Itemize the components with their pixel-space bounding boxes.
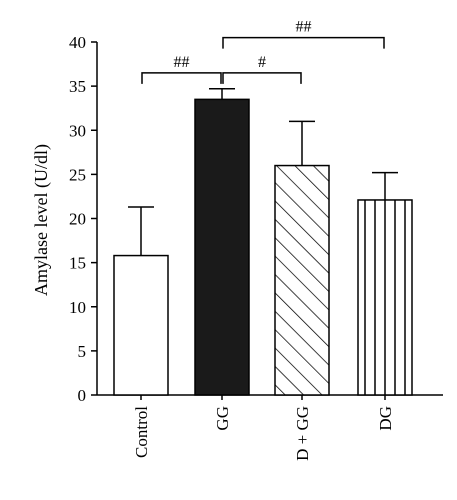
y-axis-ticks: 0 5 10 15 20 25 30 35 40 xyxy=(69,33,97,405)
x-axis-labels: Control GG D + GG DG xyxy=(132,395,395,461)
significance-label-2: ## xyxy=(296,19,312,36)
x-tick-label: GG xyxy=(213,406,232,431)
bar-3 xyxy=(357,199,413,396)
y-tick-label: 25 xyxy=(69,165,86,184)
significance-bracket-0 xyxy=(141,72,222,84)
x-tick-label: D + GG xyxy=(293,406,312,461)
y-axis-title: Amylase level (U/dl) xyxy=(31,144,52,296)
significance-annotations: ## ### xyxy=(141,19,385,84)
bars-group xyxy=(113,88,413,396)
x-tick-label: Control xyxy=(132,406,151,458)
y-tick-label: 20 xyxy=(69,210,86,229)
y-tick-label: 35 xyxy=(69,77,86,96)
significance-label-1: # xyxy=(258,54,266,71)
y-tick-label: 5 xyxy=(78,342,87,361)
bar-1 xyxy=(194,98,250,396)
significance-bracket-2 xyxy=(222,36,385,49)
significance-bracket-1 xyxy=(222,72,302,84)
y-tick-label: 10 xyxy=(69,298,86,317)
y-tick-label: 40 xyxy=(69,33,86,52)
y-tick-label: 15 xyxy=(69,254,86,273)
significance-label-0: ## xyxy=(174,54,190,71)
y-tick-label: 0 xyxy=(78,386,87,405)
y-tick-label: 30 xyxy=(69,121,86,140)
x-tick-label: DG xyxy=(376,406,395,431)
bar-0 xyxy=(113,254,169,396)
bar-2 xyxy=(274,164,330,396)
